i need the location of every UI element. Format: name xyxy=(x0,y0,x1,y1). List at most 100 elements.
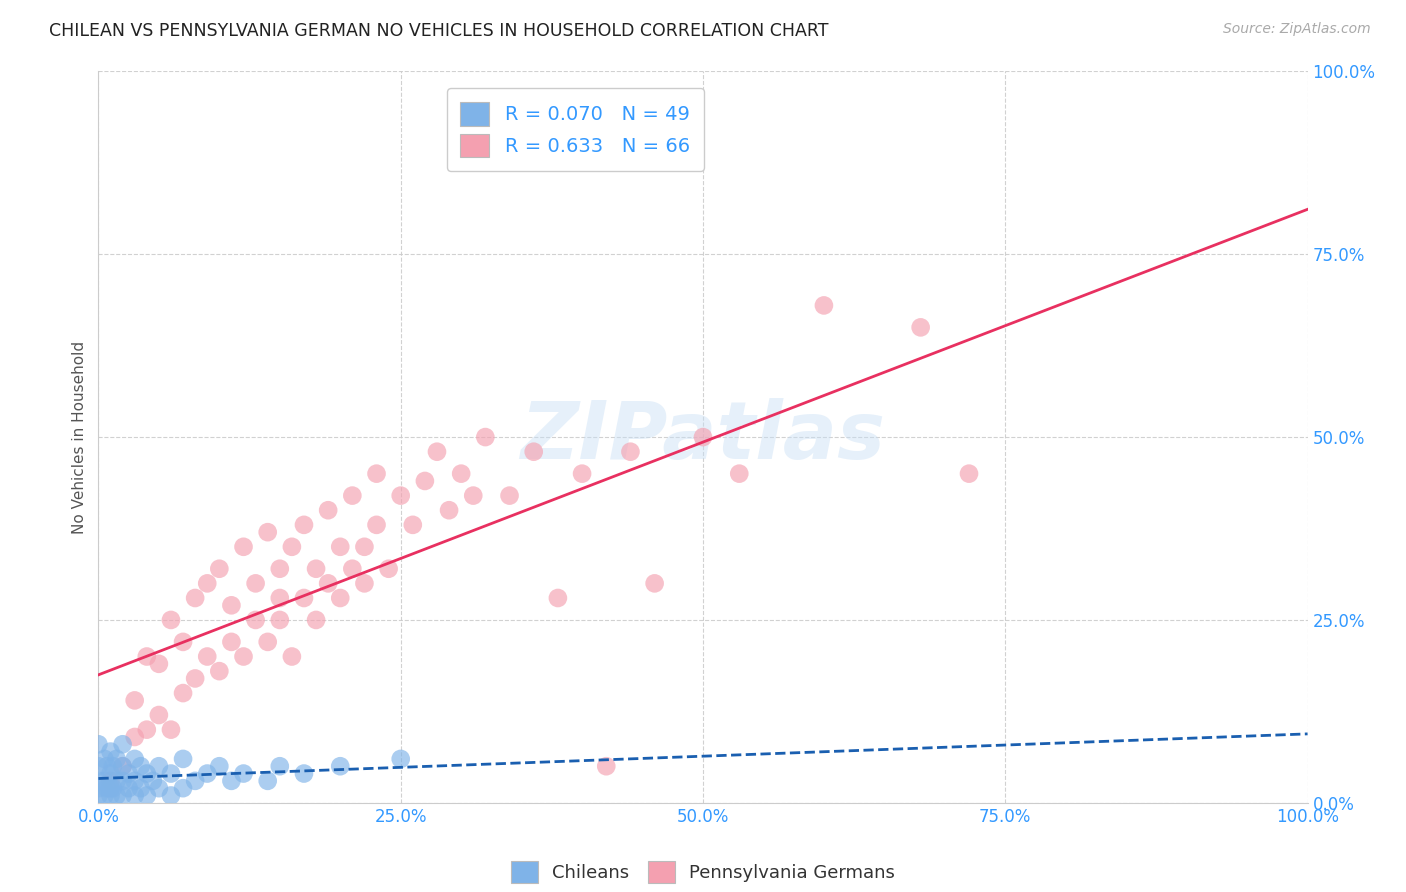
Point xyxy=(87,773,110,788)
Point xyxy=(342,489,364,503)
Point xyxy=(292,517,315,532)
Point xyxy=(148,759,170,773)
Point xyxy=(135,723,157,737)
Point xyxy=(93,752,115,766)
Point xyxy=(269,562,291,576)
Point xyxy=(571,467,593,481)
Point xyxy=(160,789,183,803)
Point xyxy=(389,752,412,766)
Point xyxy=(208,759,231,773)
Point xyxy=(208,664,231,678)
Point xyxy=(957,467,980,481)
Point xyxy=(292,591,315,605)
Point xyxy=(402,517,425,532)
Point xyxy=(256,525,278,540)
Point xyxy=(619,444,641,458)
Legend: R = 0.070   N = 49, R = 0.633   N = 66: R = 0.070 N = 49, R = 0.633 N = 66 xyxy=(447,88,704,171)
Point xyxy=(910,320,932,334)
Point xyxy=(813,298,835,312)
Point xyxy=(692,430,714,444)
Point xyxy=(100,745,122,759)
Point xyxy=(96,781,118,796)
Point xyxy=(118,781,141,796)
Point xyxy=(450,467,472,481)
Point xyxy=(305,562,328,576)
Point xyxy=(256,635,278,649)
Point xyxy=(101,781,124,796)
Point xyxy=(269,759,291,773)
Point xyxy=(498,489,520,503)
Point xyxy=(184,591,207,605)
Point xyxy=(100,789,122,803)
Point xyxy=(160,613,183,627)
Point xyxy=(135,766,157,780)
Point xyxy=(124,693,146,707)
Point xyxy=(87,789,110,803)
Point xyxy=(172,686,194,700)
Point xyxy=(172,635,194,649)
Point xyxy=(87,781,110,796)
Point xyxy=(547,591,569,605)
Point xyxy=(87,737,110,751)
Point xyxy=(329,591,352,605)
Point xyxy=(172,752,194,766)
Point xyxy=(148,708,170,723)
Point xyxy=(124,773,146,788)
Point xyxy=(160,766,183,780)
Point xyxy=(129,759,152,773)
Point xyxy=(142,773,165,788)
Point xyxy=(111,737,134,751)
Point xyxy=(232,540,254,554)
Point xyxy=(644,576,666,591)
Point xyxy=(342,562,364,576)
Point xyxy=(184,672,207,686)
Text: ZIPatlas: ZIPatlas xyxy=(520,398,886,476)
Point xyxy=(269,613,291,627)
Point xyxy=(124,752,146,766)
Point xyxy=(245,613,267,627)
Point xyxy=(292,766,315,780)
Point xyxy=(221,599,243,613)
Point xyxy=(232,766,254,780)
Point xyxy=(172,781,194,796)
Point xyxy=(523,444,546,458)
Point xyxy=(195,576,218,591)
Point xyxy=(377,562,399,576)
Text: CHILEAN VS PENNSYLVANIA GERMAN NO VEHICLES IN HOUSEHOLD CORRELATION CHART: CHILEAN VS PENNSYLVANIA GERMAN NO VEHICL… xyxy=(49,22,828,40)
Point xyxy=(353,576,375,591)
Text: Source: ZipAtlas.com: Source: ZipAtlas.com xyxy=(1223,22,1371,37)
Point xyxy=(195,649,218,664)
Point xyxy=(281,649,304,664)
Point xyxy=(463,489,485,503)
Point xyxy=(221,773,243,788)
Point xyxy=(413,474,436,488)
Point xyxy=(281,540,304,554)
Point xyxy=(160,723,183,737)
Point xyxy=(353,540,375,554)
Point xyxy=(111,759,134,773)
Point xyxy=(111,759,134,773)
Point xyxy=(105,789,128,803)
Point xyxy=(437,503,460,517)
Point xyxy=(100,781,122,796)
Point xyxy=(93,789,115,803)
Point xyxy=(245,576,267,591)
Point xyxy=(135,649,157,664)
Point xyxy=(148,781,170,796)
Y-axis label: No Vehicles in Household: No Vehicles in Household xyxy=(72,341,87,533)
Point xyxy=(728,467,751,481)
Point xyxy=(124,730,146,744)
Point xyxy=(100,773,122,788)
Point xyxy=(100,766,122,780)
Point xyxy=(111,773,134,788)
Point xyxy=(269,591,291,605)
Point xyxy=(232,649,254,664)
Point xyxy=(96,759,118,773)
Point xyxy=(87,759,110,773)
Point xyxy=(135,789,157,803)
Point xyxy=(208,562,231,576)
Point xyxy=(124,789,146,803)
Point xyxy=(101,759,124,773)
Point xyxy=(426,444,449,458)
Point xyxy=(329,540,352,554)
